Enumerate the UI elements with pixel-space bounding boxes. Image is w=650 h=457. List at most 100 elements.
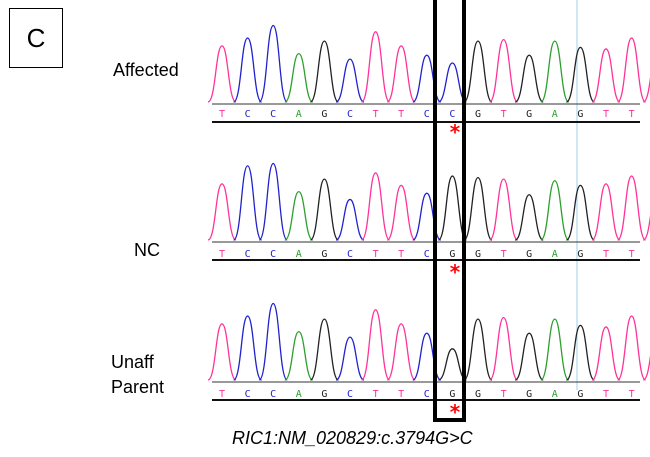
base-call: G [449,389,455,400]
trace-peak [463,40,493,103]
trace-peak [514,54,544,103]
base-call: G [475,249,481,260]
base-call: A [296,389,302,400]
base-call: T [501,389,507,400]
row-label-nc: NC [134,240,160,260]
trace-peak [616,175,647,241]
trace-peak [258,162,288,241]
trace-peak [284,190,314,241]
base-call: G [449,249,455,260]
base-call: T [603,109,609,120]
base-call: G [321,249,327,260]
base-call: C [270,389,276,400]
trace-peak [207,323,237,381]
trace-peak [360,31,391,103]
trace-peak [437,175,468,241]
trace-peak [309,40,340,103]
trace-peak [207,183,237,241]
row-label-unaff-line1: Unaff [111,352,154,372]
trace-peak [616,315,647,381]
panel-label: C [9,8,63,68]
base-call: A [552,249,558,260]
base-call: T [219,249,225,260]
base-call: G [321,389,327,400]
base-call: G [577,389,583,400]
trace-peak [335,336,365,381]
trace-peak [642,355,650,381]
base-call: T [629,249,635,260]
trace-peak [284,52,314,103]
trace-peak [438,62,467,103]
base-call: T [501,249,507,260]
base-call: T [398,249,404,260]
base-call: T [373,389,379,400]
trace-peak [488,38,519,103]
base-call: T [629,389,635,400]
base-call: C [270,109,276,120]
base-call: C [245,249,251,260]
base-call: C [347,389,353,400]
base-call: T [629,109,635,120]
base-call: A [552,109,558,120]
base-call: C [424,249,430,260]
trace-peak [232,37,263,103]
trace-peak [207,45,237,103]
base-call: T [398,109,404,120]
base-call: G [577,109,583,120]
trace-peak [540,180,570,241]
trace-peak [309,178,340,241]
trace-peak [514,332,544,381]
base-call: T [501,109,507,120]
trace-peak [309,318,340,381]
base-call: C [270,249,276,260]
trace-peak [386,323,416,381]
variant-marker: * [450,260,461,284]
base-call: T [219,389,225,400]
base-call: C [347,249,353,260]
trace-peak [335,198,365,241]
base-call: G [577,249,583,260]
trace-peak [258,24,288,103]
base-call: C [245,389,251,400]
base-call: C [245,109,251,120]
base-call: T [603,249,609,260]
trace-peak [386,45,416,103]
trace-peak [360,309,391,381]
trace-peak [438,348,467,381]
base-call: C [424,109,430,120]
trace-peak [514,194,544,241]
trace-peak [591,326,621,381]
trace-peak [616,37,647,103]
base-call: G [526,109,532,120]
trace-peak [540,318,570,381]
base-call: G [526,389,532,400]
base-call: C [449,109,455,120]
trace-peak [232,165,263,241]
variant-marker: * [450,400,461,424]
base-call: G [321,109,327,120]
base-call: T [219,109,225,120]
base-call: T [373,109,379,120]
trace-peak [488,316,519,381]
trace-peak [488,178,519,241]
row-label-unaff-line2: Parent [111,377,165,397]
base-call: A [296,109,302,120]
trace-peak [540,40,570,103]
trace-peak [232,315,263,381]
base-call: T [603,389,609,400]
trace-peak [463,176,493,241]
base-call: G [475,109,481,120]
base-call: C [424,389,430,400]
base-call: A [552,389,558,400]
variant-highlight-box [433,0,466,422]
base-call: A [296,249,302,260]
row-label-affected: Affected [113,60,179,80]
base-call: C [347,109,353,120]
base-call: G [475,389,481,400]
trace-peak [386,184,416,241]
trace-peak [642,77,650,103]
variant-caption: RIC1:NM_020829:c.3794G>C [232,428,473,448]
base-call: G [526,249,532,260]
base-call: T [398,389,404,400]
